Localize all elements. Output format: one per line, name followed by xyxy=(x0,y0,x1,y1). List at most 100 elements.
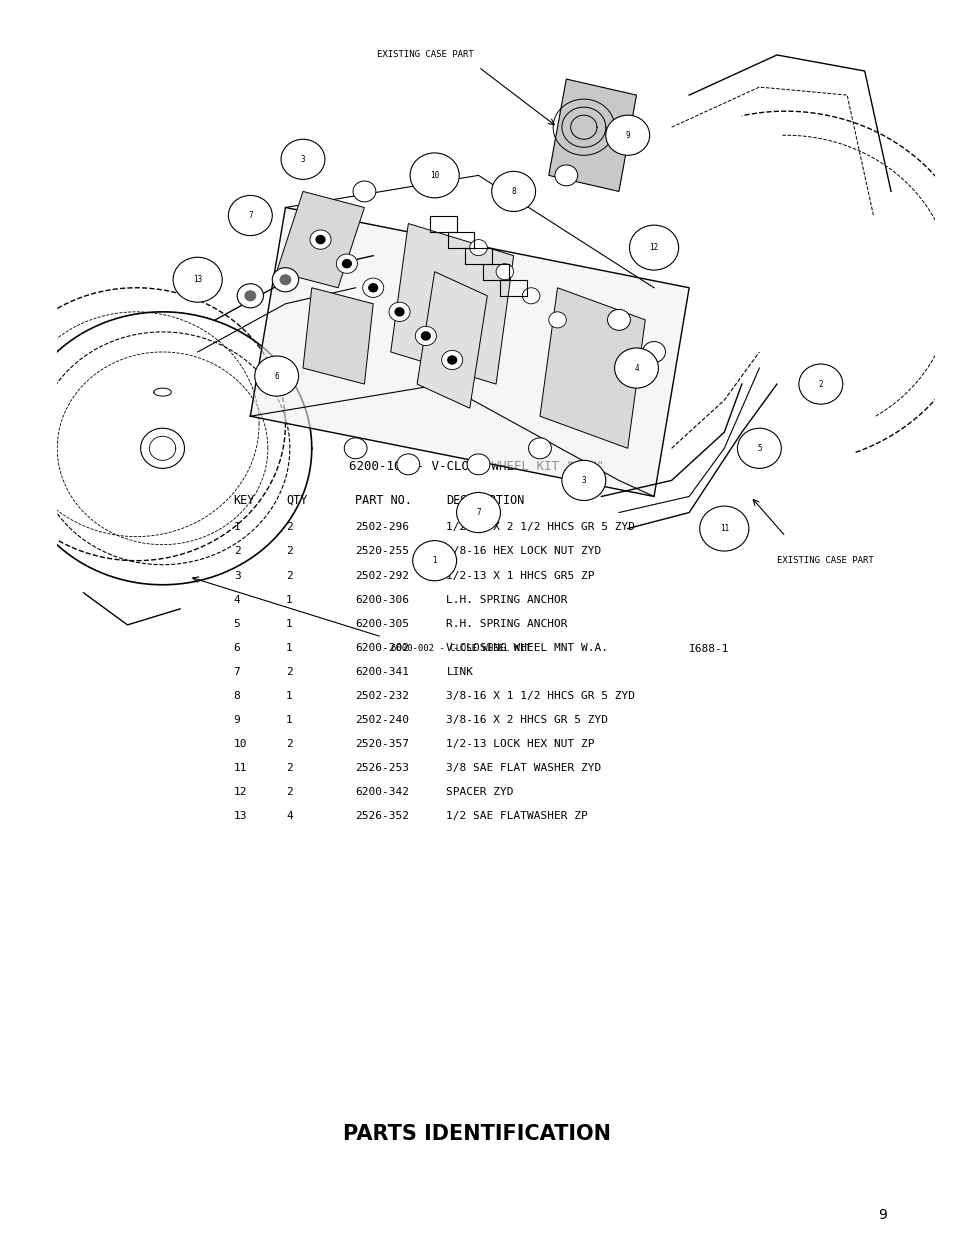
Text: 2: 2 xyxy=(286,522,293,532)
Circle shape xyxy=(548,312,566,329)
Circle shape xyxy=(491,172,535,211)
Circle shape xyxy=(607,310,630,330)
Text: L.H. SPRING ANCHOR: L.H. SPRING ANCHOR xyxy=(446,594,567,605)
Circle shape xyxy=(447,356,456,364)
Polygon shape xyxy=(303,288,373,384)
Polygon shape xyxy=(391,224,513,384)
Circle shape xyxy=(555,165,578,185)
Text: 12: 12 xyxy=(649,243,658,252)
Text: 9: 9 xyxy=(625,131,629,140)
Text: 6200-342: 6200-342 xyxy=(355,787,409,798)
Circle shape xyxy=(469,240,487,256)
Circle shape xyxy=(415,326,436,346)
Polygon shape xyxy=(276,191,364,288)
Text: 3/8-16 X 2 HHCS GR 5 ZYD: 3/8-16 X 2 HHCS GR 5 ZYD xyxy=(446,715,608,725)
Text: 2526-352: 2526-352 xyxy=(355,811,409,821)
Circle shape xyxy=(642,342,665,362)
Text: 2: 2 xyxy=(286,763,293,773)
Text: 5: 5 xyxy=(757,443,760,453)
Text: 6200-109 - V-CLOSE WHEEL KIT "CNH": 6200-109 - V-CLOSE WHEEL KIT "CNH" xyxy=(349,461,604,473)
Text: 2502-232: 2502-232 xyxy=(355,690,409,701)
Text: 5: 5 xyxy=(233,619,240,629)
Text: 1: 1 xyxy=(432,556,436,566)
Text: 3: 3 xyxy=(300,154,305,164)
Text: 2520-357: 2520-357 xyxy=(355,739,409,750)
Circle shape xyxy=(245,291,255,300)
Circle shape xyxy=(522,288,539,304)
Text: 9: 9 xyxy=(877,1208,885,1223)
Text: 2: 2 xyxy=(286,787,293,798)
Text: 2520-255: 2520-255 xyxy=(355,546,409,557)
Circle shape xyxy=(496,263,513,280)
Text: 2: 2 xyxy=(286,667,293,677)
Text: 13: 13 xyxy=(233,811,247,821)
Circle shape xyxy=(237,284,263,308)
Text: 2502-296: 2502-296 xyxy=(355,522,409,532)
Circle shape xyxy=(528,438,551,458)
Text: 2: 2 xyxy=(286,546,293,557)
Text: 4: 4 xyxy=(286,811,293,821)
Text: 2502-240: 2502-240 xyxy=(355,715,409,725)
Text: 2526-253: 2526-253 xyxy=(355,763,409,773)
Text: 10: 10 xyxy=(430,170,438,180)
Circle shape xyxy=(614,348,658,388)
Circle shape xyxy=(629,225,678,270)
Text: 12: 12 xyxy=(233,787,247,798)
Text: 4: 4 xyxy=(233,594,240,605)
Circle shape xyxy=(699,506,748,551)
Circle shape xyxy=(172,257,222,303)
Circle shape xyxy=(228,195,272,236)
Circle shape xyxy=(456,493,500,532)
Text: EXISTING CASE PART: EXISTING CASE PART xyxy=(377,51,474,59)
Circle shape xyxy=(798,364,841,404)
Text: 7: 7 xyxy=(476,508,480,517)
Circle shape xyxy=(467,454,490,474)
Circle shape xyxy=(369,284,377,291)
Polygon shape xyxy=(548,79,636,191)
Text: QTY: QTY xyxy=(286,494,307,506)
Polygon shape xyxy=(250,207,688,496)
Text: 6200-305: 6200-305 xyxy=(355,619,409,629)
Text: 1/2-13 X 1 HHCS GR5 ZP: 1/2-13 X 1 HHCS GR5 ZP xyxy=(446,571,595,580)
Circle shape xyxy=(410,153,458,198)
Text: 7: 7 xyxy=(233,667,240,677)
Text: 6200-202: 6200-202 xyxy=(355,642,409,653)
Circle shape xyxy=(737,429,781,468)
Circle shape xyxy=(272,268,298,291)
Text: 3/8 SAE FLAT WASHER ZYD: 3/8 SAE FLAT WASHER ZYD xyxy=(446,763,601,773)
Circle shape xyxy=(413,541,456,580)
Text: 1: 1 xyxy=(286,642,293,653)
Text: 9: 9 xyxy=(233,715,240,725)
Text: R.H. SPRING ANCHOR: R.H. SPRING ANCHOR xyxy=(446,619,567,629)
Text: 6000-002 - CLOSE WHEEL KIT: 6000-002 - CLOSE WHEEL KIT xyxy=(391,645,530,653)
Text: 1: 1 xyxy=(286,594,293,605)
Circle shape xyxy=(315,236,325,243)
Text: 6200-341: 6200-341 xyxy=(355,667,409,677)
Text: 6: 6 xyxy=(233,642,240,653)
Text: 11: 11 xyxy=(233,763,247,773)
Text: LINK: LINK xyxy=(446,667,473,677)
Text: 1: 1 xyxy=(233,522,240,532)
Circle shape xyxy=(389,303,410,321)
Circle shape xyxy=(254,356,298,396)
Text: 11: 11 xyxy=(719,524,728,534)
Text: 1/2 SAE FLATWASHER ZP: 1/2 SAE FLATWASHER ZP xyxy=(446,811,588,821)
Text: 3: 3 xyxy=(233,571,240,580)
Text: 6200-306: 6200-306 xyxy=(355,594,409,605)
Text: 2: 2 xyxy=(818,379,822,389)
Text: I688-1: I688-1 xyxy=(688,643,729,655)
Circle shape xyxy=(421,332,430,340)
Text: PARTS IDENTIFICATION: PARTS IDENTIFICATION xyxy=(343,1124,610,1144)
Text: 3: 3 xyxy=(581,475,585,485)
Circle shape xyxy=(342,259,351,268)
Text: 1: 1 xyxy=(286,619,293,629)
Text: 7: 7 xyxy=(248,211,253,220)
Text: 3/8-16 X 1 1/2 HHCS GR 5 ZYD: 3/8-16 X 1 1/2 HHCS GR 5 ZYD xyxy=(446,690,635,701)
Circle shape xyxy=(441,351,462,369)
Text: 2: 2 xyxy=(286,571,293,580)
Text: 6: 6 xyxy=(274,372,278,380)
Text: 8: 8 xyxy=(233,690,240,701)
Circle shape xyxy=(605,115,649,156)
Text: V-CLOSING WHEEL MNT W.A.: V-CLOSING WHEEL MNT W.A. xyxy=(446,642,608,653)
Circle shape xyxy=(344,438,367,458)
